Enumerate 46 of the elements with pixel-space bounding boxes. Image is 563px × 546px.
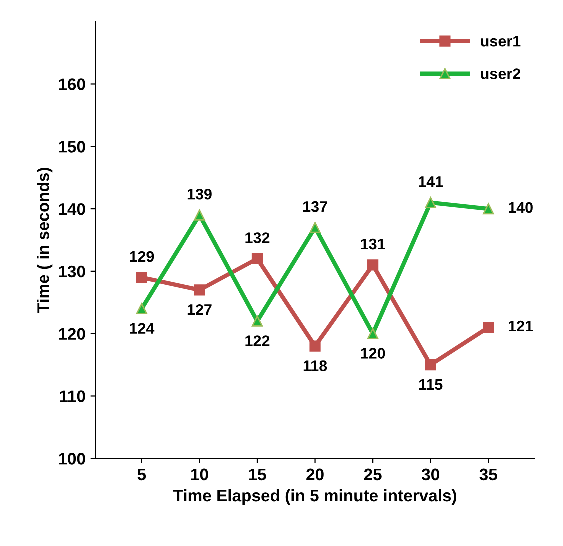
point [368, 260, 379, 271]
x-tick-label: 10 [192, 468, 208, 481]
data-label: 131 [361, 238, 386, 250]
point [483, 322, 494, 334]
data-label: 122 [246, 336, 270, 346]
legend-label: user2 [481, 68, 520, 80]
data-label: 140 [509, 202, 533, 214]
x-tick-label: 20 [306, 468, 324, 481]
point [194, 210, 206, 221]
data-label: 118 [304, 360, 328, 372]
point [310, 340, 321, 352]
data-label: 139 [188, 188, 212, 200]
data-label: 127 [188, 304, 212, 316]
data-label: 132 [246, 232, 270, 244]
data-label: 115 [419, 379, 443, 390]
y-tick-label: 110 [60, 390, 86, 402]
point [194, 284, 206, 296]
y-tick-label: 130 [59, 266, 86, 278]
point [425, 197, 436, 208]
x-tick-label: 30 [422, 468, 440, 481]
y-axis-title: Time ( in seconds) [37, 168, 53, 314]
y-tick-label: 150 [59, 141, 86, 153]
point [252, 316, 264, 327]
data-label: 137 [304, 201, 328, 212]
point [368, 328, 379, 340]
point [136, 303, 148, 314]
y-tick-label: 120 [59, 328, 86, 340]
data-label: 120 [361, 348, 386, 359]
x-tick-label: 15 [249, 468, 266, 481]
point [136, 272, 148, 284]
point [252, 253, 264, 265]
data-label: 129 [130, 251, 154, 262]
y-tick-label: 160 [59, 78, 86, 90]
point [310, 222, 321, 234]
point [425, 359, 436, 371]
legend-label: user1 [481, 36, 521, 47]
point [483, 203, 494, 215]
x-tick-label: 35 [480, 468, 498, 481]
data-label: 141 [419, 176, 444, 188]
data-label: 121 [509, 320, 534, 332]
x-tick-label: 5 [138, 468, 146, 481]
x-tick-label: 25 [364, 468, 382, 481]
data-label: 124 [130, 323, 155, 334]
x-axis-title: Time Elapsed (in 5 minute intervals) [173, 489, 456, 505]
y-tick-label: 140 [59, 203, 86, 216]
y-tick-label: 100 [59, 453, 86, 465]
